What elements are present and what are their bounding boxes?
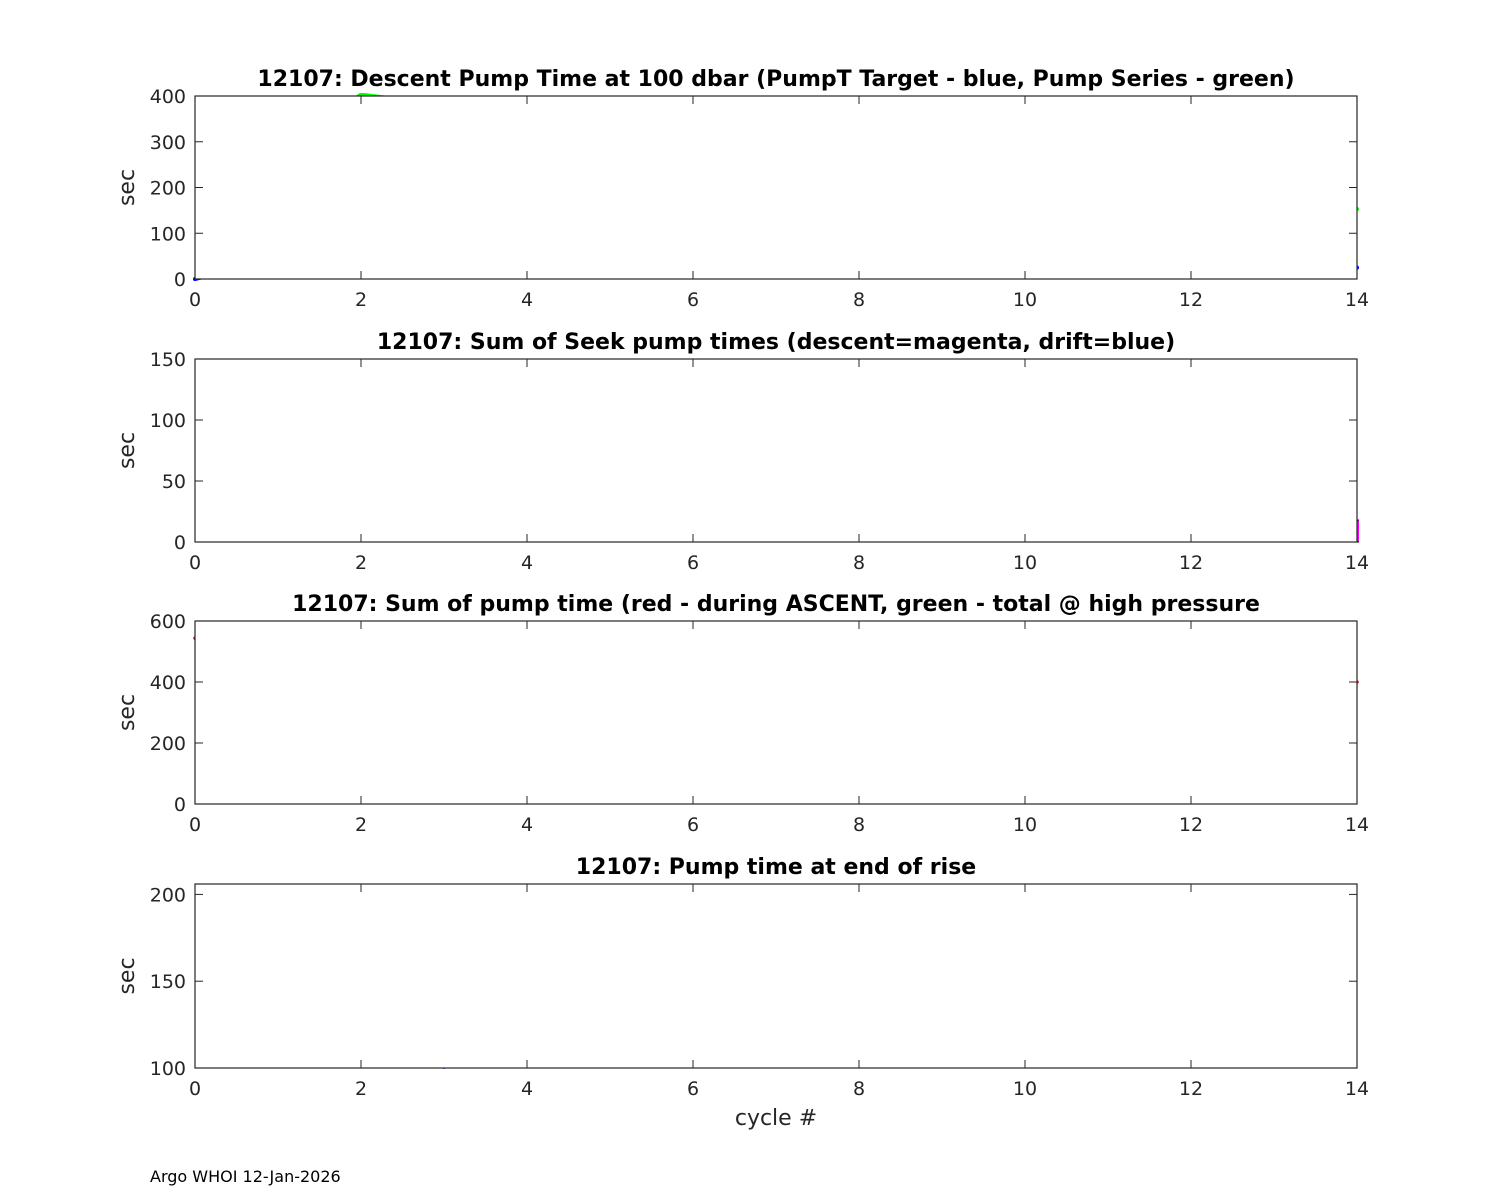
x-tick-label: 6 bbox=[687, 1078, 699, 1100]
x-tick-label: 8 bbox=[853, 289, 865, 311]
x-tick-label: 12 bbox=[1179, 1078, 1203, 1100]
x-tick-label: 10 bbox=[1013, 552, 1037, 574]
x-tick-label: 4 bbox=[521, 552, 533, 574]
x-tick-label: 4 bbox=[521, 814, 533, 836]
x-tick-label: 14 bbox=[1345, 814, 1369, 836]
x-tick-label: 0 bbox=[189, 1078, 201, 1100]
y-tick-label: 400 bbox=[150, 672, 186, 694]
y-tick-label: 100 bbox=[150, 223, 186, 245]
y-tick-label: 0 bbox=[174, 794, 186, 816]
y-tick-label: 100 bbox=[150, 410, 186, 432]
axes-box bbox=[194, 358, 1358, 543]
y-tick-label: 0 bbox=[174, 532, 186, 554]
x-tick-label: 4 bbox=[521, 289, 533, 311]
chart-title: 12107: Pump time at end of rise bbox=[576, 855, 976, 880]
axes-box bbox=[194, 883, 1358, 1069]
chart-panel-3: 0 2 4 6 8 10 12 14 0 200 400 600 12107: Sum of pump … bbox=[115, 592, 1369, 836]
x-tick-label: 2 bbox=[355, 289, 367, 311]
y-axis-label: sec bbox=[115, 957, 140, 994]
x-tick-label: 6 bbox=[687, 552, 699, 574]
x-tick-label: 6 bbox=[687, 289, 699, 311]
x-tick-label: 0 bbox=[189, 814, 201, 836]
x-tick-label: 8 bbox=[853, 814, 865, 836]
x-tick-label: 2 bbox=[355, 552, 367, 574]
y-tick-label: 150 bbox=[150, 349, 186, 371]
x-axis-label: cycle # bbox=[735, 1106, 817, 1131]
x-tick-label: 8 bbox=[853, 552, 865, 574]
axes-box bbox=[194, 620, 1358, 805]
x-tick-label: 0 bbox=[189, 552, 201, 574]
x-tick-label: 10 bbox=[1013, 289, 1037, 311]
x-tick-label: 0 bbox=[189, 289, 201, 311]
y-tick-label: 200 bbox=[150, 178, 186, 200]
y-tick-label: 400 bbox=[150, 86, 186, 108]
axes-box bbox=[194, 95, 1358, 280]
y-tick-label: 100 bbox=[150, 1058, 186, 1080]
x-tick-label: 6 bbox=[687, 814, 699, 836]
x-tick-label: 8 bbox=[853, 1078, 865, 1100]
y-tick-label: 300 bbox=[150, 132, 186, 154]
chart-title: 12107: Sum of pump time (red - during AS… bbox=[292, 592, 1260, 617]
y-tick-label: 0 bbox=[174, 269, 186, 291]
y-tick-label: 150 bbox=[150, 971, 186, 993]
x-tick-label: 2 bbox=[355, 814, 367, 836]
chart-panel-2: 0 2 4 6 8 10 12 14 0 50 100 150 12107: Sum of Seek p… bbox=[115, 330, 1369, 574]
x-tick-label: 14 bbox=[1345, 1078, 1369, 1100]
x-tick-label: 4 bbox=[521, 1078, 533, 1100]
y-axis-label: sec bbox=[115, 169, 140, 206]
chart-title: 12107: Sum of Seek pump times (descent=m… bbox=[377, 330, 1175, 355]
x-tick-label: 12 bbox=[1179, 289, 1203, 311]
y-axis-label: sec bbox=[115, 432, 140, 469]
chart-title: 12107: Descent Pump Time at 100 dbar (Pu… bbox=[257, 67, 1294, 92]
y-tick-label: 600 bbox=[150, 611, 186, 633]
x-tick-label: 14 bbox=[1345, 289, 1369, 311]
x-tick-label: 10 bbox=[1013, 1078, 1037, 1100]
x-tick-label: 10 bbox=[1013, 814, 1037, 836]
footer-credit: Argo WHOI 12-Jan-2026 bbox=[150, 1167, 341, 1186]
y-tick-label: 200 bbox=[150, 884, 186, 906]
x-tick-label: 2 bbox=[355, 1078, 367, 1100]
chart-panel-4: 0 2 4 6 8 10 12 14 100 150 200 12107: Pump time at … bbox=[115, 855, 1369, 1131]
y-axis-label: sec bbox=[115, 694, 140, 731]
y-tick-label: 200 bbox=[150, 733, 186, 755]
y-tick-label: 50 bbox=[162, 471, 186, 493]
x-tick-label: 12 bbox=[1179, 814, 1203, 836]
x-tick-label: 12 bbox=[1179, 552, 1203, 574]
chart-panel-1: 0 2 4 6 8 10 12 14 0 100 200 300 400 12107: Descent P… bbox=[115, 67, 1369, 311]
x-tick-label: 14 bbox=[1345, 552, 1369, 574]
